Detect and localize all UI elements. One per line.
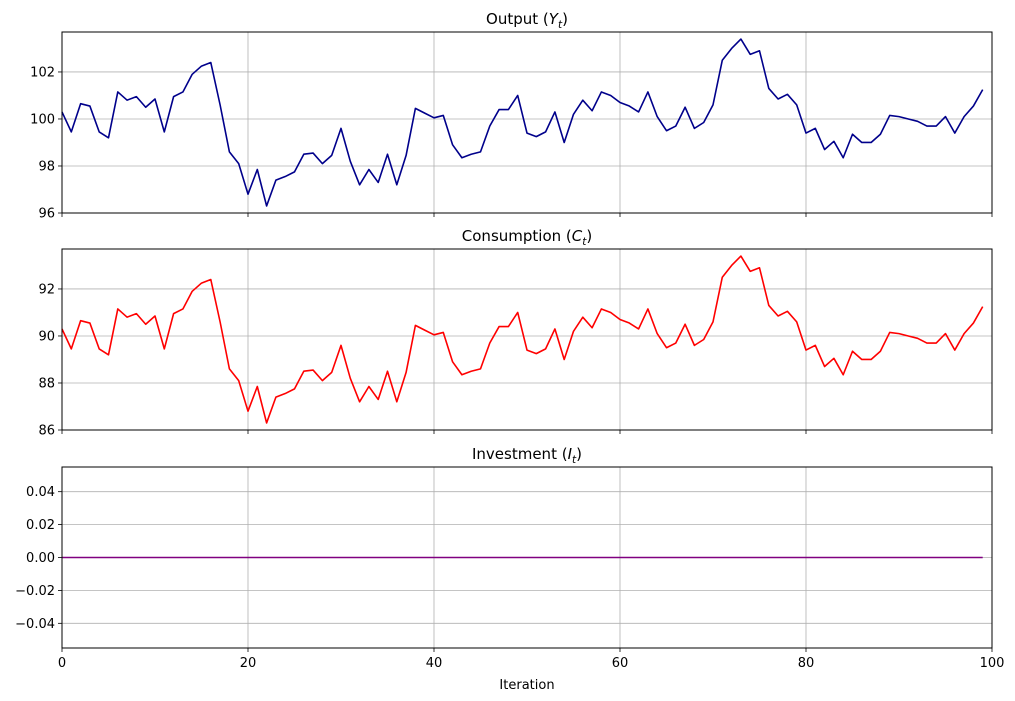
y-tick-label: 102 [30, 65, 55, 80]
y-tick-label: 0.00 [26, 551, 55, 566]
y-tick-label: 96 [38, 207, 55, 222]
grid-lines [62, 249, 992, 431]
y-tick-label: 98 [38, 159, 55, 174]
consumption-chart-title: Consumption (Ct) [462, 227, 592, 248]
investment-chart-title: Investment (It) [472, 445, 582, 466]
investment-chart: Investment (It) Iteration −0.04 −0.02 0.00… [15, 445, 1004, 693]
x-tick-label: 40 [426, 656, 443, 671]
consumption-chart: Consumption (Ct) 86 88 90 92 [38, 227, 993, 439]
grid-lines [62, 32, 992, 214]
y-tick-label: 100 [30, 112, 55, 127]
y-tick-label: 0.04 [26, 485, 55, 500]
plot-frame [61, 31, 993, 214]
y-tick-label: 0.02 [26, 518, 55, 533]
y-tick-label: 92 [38, 282, 55, 297]
output-chart: Output (Yt) 96 98 100 102 [30, 10, 993, 222]
x-axis-label: Iteration [499, 678, 554, 693]
y-tick-label: 90 [38, 329, 55, 344]
x-tick-label: 20 [240, 656, 257, 671]
y-tick-label: 86 [38, 424, 55, 439]
x-tick-label: 100 [980, 656, 1005, 671]
series-line-output [61, 38, 984, 207]
series-line-consumption [61, 255, 984, 424]
y-tick-label: 88 [38, 376, 55, 391]
x-tick-label: 60 [612, 656, 629, 671]
plot-frame [61, 466, 993, 649]
y-tick-label: −0.02 [15, 584, 55, 599]
x-tick-label: 0 [58, 656, 66, 671]
plot-frame [61, 248, 993, 431]
x-tick-label: 80 [798, 656, 815, 671]
y-tick-label: −0.04 [15, 617, 55, 632]
output-chart-title: Output (Yt) [486, 10, 568, 31]
